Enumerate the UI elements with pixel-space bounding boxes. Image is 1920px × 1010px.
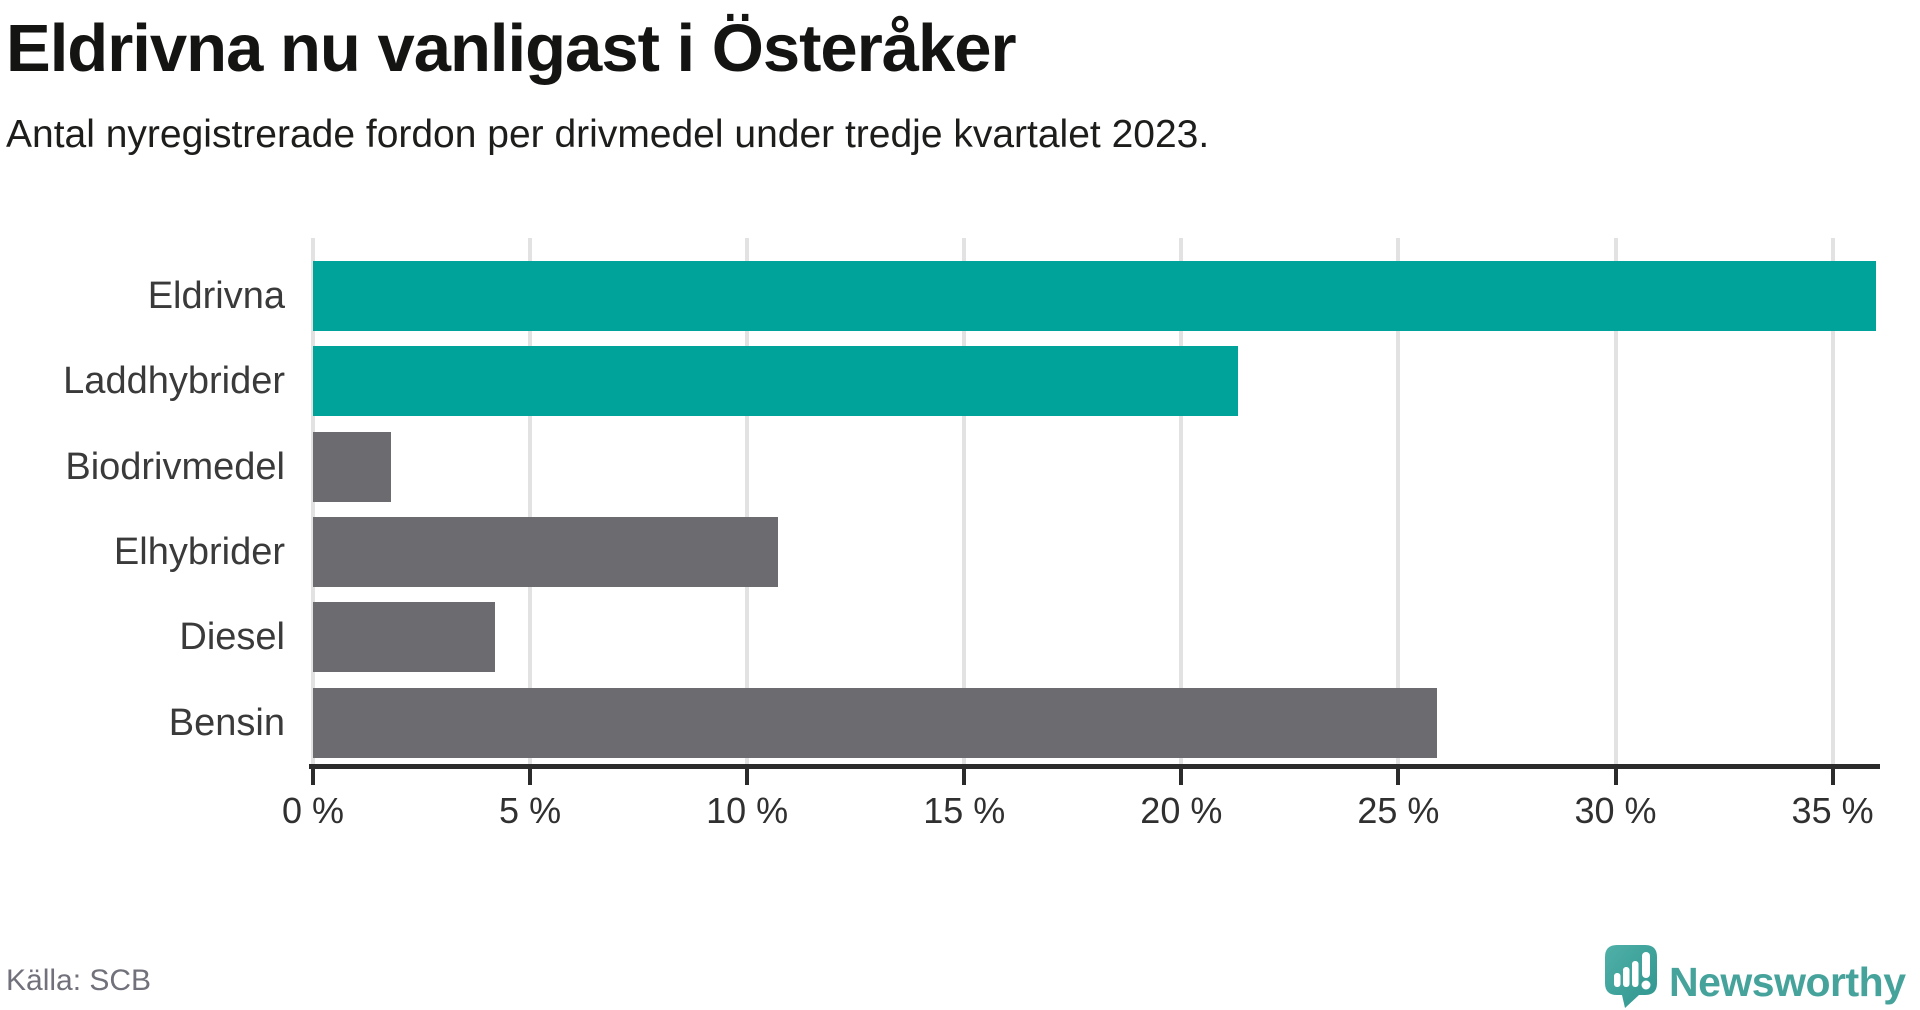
gridline bbox=[1396, 238, 1401, 764]
newsworthy-logo: Newsworthy bbox=[1605, 945, 1910, 1009]
x-axis-tick bbox=[1613, 764, 1618, 785]
bar-biodrivmedel bbox=[313, 431, 392, 502]
x-axis-tick bbox=[962, 764, 967, 785]
gridline bbox=[1830, 238, 1835, 764]
bar-diesel bbox=[313, 602, 496, 673]
category-label: Bensin bbox=[168, 701, 285, 744]
gridline bbox=[745, 238, 750, 764]
x-axis-tick bbox=[528, 764, 533, 785]
x-axis-tick bbox=[1396, 764, 1401, 785]
gridline bbox=[1613, 238, 1618, 764]
x-axis-tick-label: 20 % bbox=[1140, 790, 1223, 831]
x-axis-tick-label: 10 % bbox=[706, 790, 789, 831]
gridline bbox=[528, 238, 533, 764]
x-axis-tick-label: 0 % bbox=[281, 790, 345, 831]
x-axis-tick bbox=[1179, 764, 1184, 785]
newsworthy-wordmark: Newsworthy bbox=[1669, 959, 1906, 1005]
gridline bbox=[962, 238, 967, 764]
x-axis-tick-label: 30 % bbox=[1574, 790, 1657, 831]
category-label: Laddhybrider bbox=[63, 360, 285, 403]
x-axis-line bbox=[309, 764, 1880, 769]
chart-subtitle: Antal nyregistrerade fordon per drivmede… bbox=[6, 113, 1210, 156]
chart-title: Eldrivna nu vanligast i Österåker bbox=[6, 11, 1017, 86]
source-text: Källa: SCB bbox=[6, 964, 152, 997]
x-axis-tick-label: 35 % bbox=[1791, 790, 1874, 831]
x-axis-tick bbox=[311, 764, 315, 785]
category-label: Biodrivmedel bbox=[65, 445, 285, 488]
x-axis-tick-label: 25 % bbox=[1357, 790, 1440, 831]
x-axis-tick bbox=[1830, 764, 1835, 785]
category-label: Elhybrider bbox=[113, 530, 285, 573]
x-axis-tick bbox=[745, 764, 750, 785]
bar-bensin bbox=[313, 687, 1438, 758]
gridline bbox=[1179, 238, 1184, 764]
bar-eldrivna bbox=[313, 261, 1876, 331]
x-axis-tick-label: 15 % bbox=[923, 790, 1006, 831]
x-axis-tick-label: 5 % bbox=[499, 790, 562, 831]
newsworthy-icon bbox=[1605, 945, 1657, 1008]
category-label: Diesel bbox=[179, 616, 285, 659]
category-label: Eldrivna bbox=[147, 275, 285, 317]
bar-laddhybrider bbox=[313, 346, 1238, 417]
bar-elhybrider bbox=[313, 516, 778, 587]
